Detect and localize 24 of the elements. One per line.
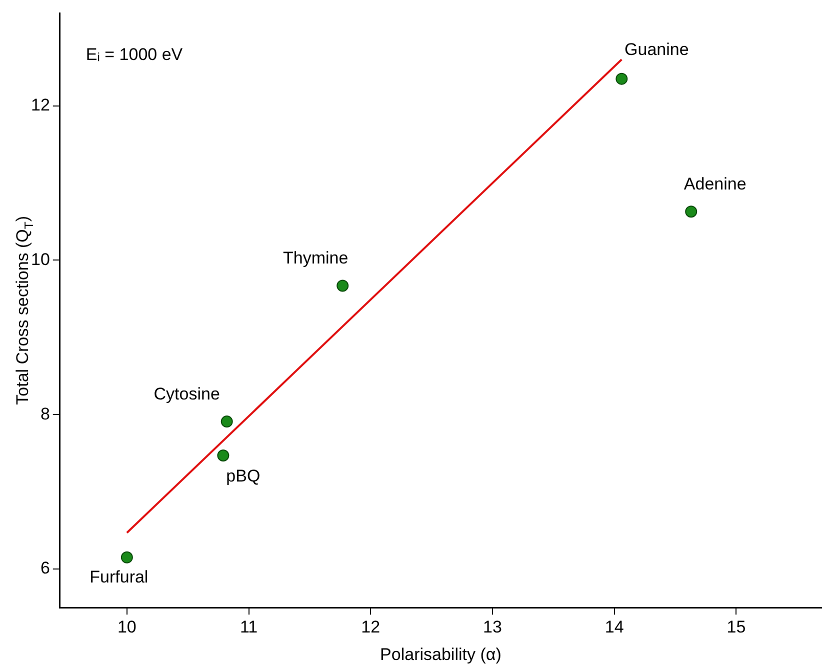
annotation: Thymine [283, 248, 348, 268]
point [616, 72, 628, 85]
annotation: Guanine [624, 40, 689, 59]
annotation: pBQ [226, 466, 260, 486]
annotation: Cytosine [154, 384, 220, 404]
annotation: Furfural [90, 567, 148, 586]
x-tick-label: 10 [117, 617, 136, 636]
x-axis-title: Polarisability (α) [380, 645, 502, 664]
y-tick-label: 10 [30, 250, 50, 269]
x-tick-label: 13 [483, 617, 502, 636]
y-tick-label: 12 [30, 96, 50, 115]
y-tick-label: 6 [40, 558, 50, 578]
point [217, 450, 230, 462]
point [220, 416, 233, 428]
x-tick-label: 14 [604, 617, 624, 636]
x-tick-label: 11 [240, 617, 258, 636]
point [120, 551, 133, 564]
point [685, 206, 698, 218]
x-tick-label: 12 [361, 617, 380, 636]
y-tick-label: 8 [40, 404, 50, 424]
point [336, 280, 349, 292]
x-tick-label: 15 [726, 617, 746, 636]
annotation: Adenine [684, 174, 746, 194]
annotation: Eᵢ = 1000 eV [86, 45, 184, 64]
